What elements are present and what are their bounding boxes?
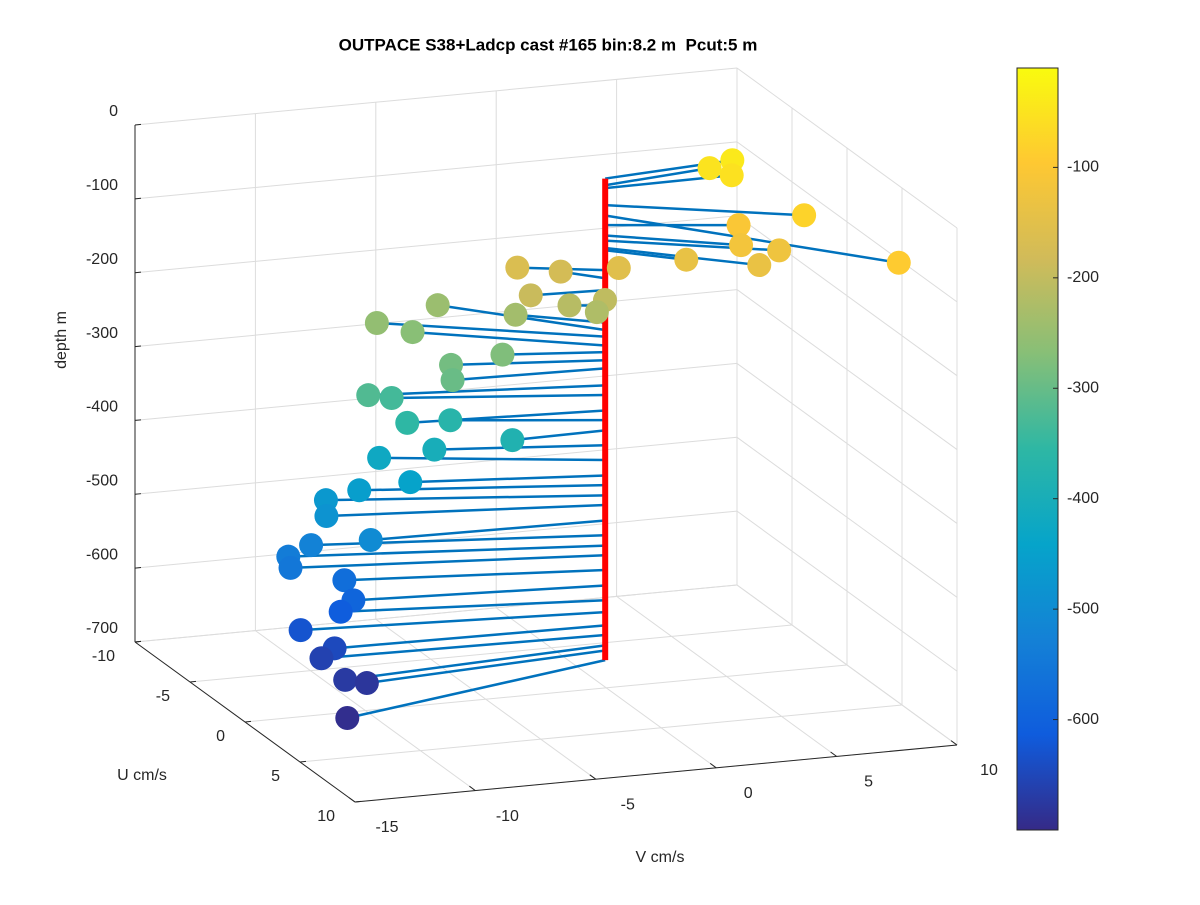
z-tick — [135, 198, 141, 199]
v-tick-label: 5 — [864, 774, 873, 791]
point — [720, 163, 744, 187]
u-axis-label: U cm/s — [117, 767, 167, 784]
z-tick-label: -400 — [86, 399, 118, 416]
v-tick-label: 0 — [744, 785, 753, 802]
z-tick — [135, 568, 141, 569]
point — [767, 238, 791, 262]
u-tick-label: -10 — [92, 648, 115, 665]
u-tick-label: 10 — [317, 808, 335, 825]
u-tick — [190, 681, 196, 682]
colorbar-tick-label: -200 — [1067, 269, 1099, 286]
point — [367, 446, 391, 470]
point — [747, 253, 771, 277]
z-tick-label: -100 — [86, 177, 118, 194]
point — [490, 343, 514, 367]
u-tick-label: 0 — [216, 728, 225, 745]
point — [441, 368, 465, 392]
v-tick-label: -10 — [496, 808, 519, 825]
point — [519, 283, 543, 307]
point — [279, 556, 303, 580]
point — [401, 320, 425, 344]
u-tick — [355, 801, 361, 802]
point — [299, 533, 323, 557]
point — [505, 256, 529, 280]
point — [380, 386, 404, 410]
point — [333, 668, 357, 692]
u-tick — [245, 721, 251, 722]
colorbar-fill — [1017, 68, 1058, 830]
v-tick-label: -15 — [375, 819, 398, 836]
z-tick-label: -600 — [86, 546, 118, 563]
z-tick-label: -200 — [86, 251, 118, 268]
z-tick-label: -300 — [86, 325, 118, 342]
z-tick — [135, 420, 141, 421]
point — [398, 470, 422, 494]
point — [426, 293, 450, 317]
point — [500, 428, 524, 452]
colorbar-tick-label: -500 — [1067, 600, 1099, 617]
colorbar-tick-label: -400 — [1067, 490, 1099, 507]
point — [359, 528, 383, 552]
z-tick — [135, 124, 141, 125]
point — [347, 478, 371, 502]
point — [329, 600, 353, 624]
colorbar-tick-label: -600 — [1067, 711, 1099, 728]
point — [395, 411, 419, 435]
point — [674, 248, 698, 272]
point — [729, 233, 753, 257]
z-tick-label: -500 — [86, 473, 118, 490]
colorbar-tick-label: -300 — [1067, 379, 1099, 396]
point — [607, 256, 631, 280]
colorbar-tick-label: -100 — [1067, 159, 1099, 176]
u-tick-label: -5 — [156, 688, 170, 705]
chart-title: OUTPACE S38+Ladcp cast #165 bin:8.2 m Pc… — [339, 35, 758, 54]
u-tick — [135, 641, 141, 642]
point — [365, 311, 389, 335]
z-tick-label: 0 — [109, 103, 118, 120]
point — [504, 303, 528, 327]
point — [309, 646, 333, 670]
point — [356, 383, 380, 407]
v-tick-label: 10 — [980, 762, 998, 779]
point — [355, 671, 379, 695]
z-tick-label: -700 — [86, 620, 118, 637]
point — [557, 293, 581, 317]
u-tick-label: 5 — [271, 768, 280, 785]
u-tick — [300, 761, 306, 762]
z-tick — [135, 494, 141, 495]
point — [289, 618, 313, 642]
z-axis-label: depth m — [53, 311, 70, 369]
z-tick — [135, 346, 141, 347]
point — [585, 300, 609, 324]
point — [792, 203, 816, 227]
point — [422, 438, 446, 462]
point — [335, 706, 359, 730]
v-tick-label: -5 — [621, 796, 635, 813]
v-axis-label: V cm/s — [636, 849, 685, 866]
point — [314, 504, 338, 528]
point — [887, 251, 911, 275]
point — [698, 156, 722, 180]
z-tick — [135, 272, 141, 273]
point — [438, 408, 462, 432]
point — [549, 260, 573, 284]
